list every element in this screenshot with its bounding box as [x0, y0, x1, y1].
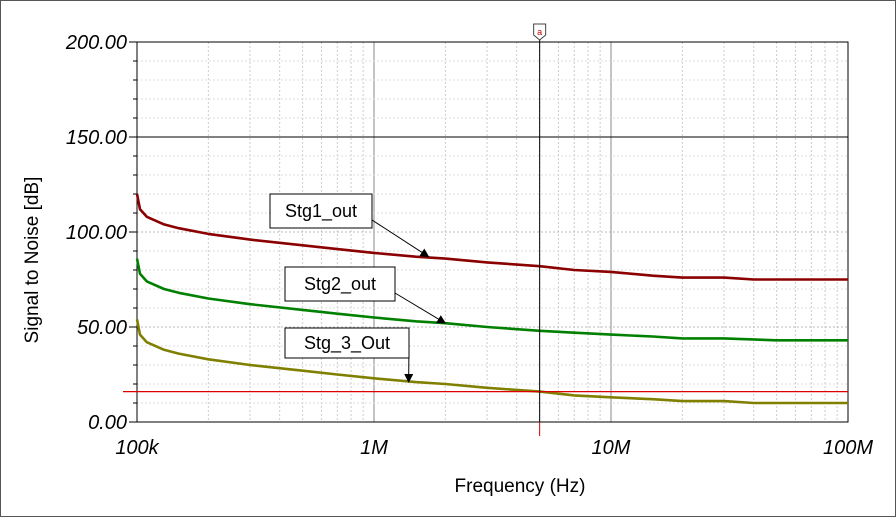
y-tick-label: 150.00 — [66, 127, 127, 149]
axes: 0.00 50.00 100.00 150.00 200.00 100k 1M 10M 100M — [65, 32, 874, 459]
cursor-marker-icon — [533, 23, 547, 41]
series-line — [135, 193, 848, 281]
callout-arrow — [394, 292, 447, 324]
y-tick-label: 200.00 — [65, 32, 127, 54]
x-tick-label: 10M — [592, 437, 631, 459]
y-tick-label: 0.00 — [88, 412, 127, 434]
y-tick-label: 100.00 — [66, 222, 127, 244]
x-axis-title: Frequency (Hz) — [455, 476, 586, 497]
callout-box — [284, 327, 410, 359]
series-line — [135, 319, 848, 405]
callout-box — [269, 193, 373, 229]
series-layer: a — [123, 23, 848, 436]
x-tick-label: 100M — [823, 437, 873, 459]
callout-box — [284, 266, 396, 302]
y-tick-label: 50.00 — [77, 317, 127, 339]
cursor-label: a — [537, 27, 542, 37]
callouts: Stg1_out Stg2_out Stg_3_Out — [269, 193, 447, 383]
series-label: Stg1_out — [285, 201, 357, 222]
series-line — [135, 258, 848, 342]
x-tick-label: 100k — [115, 437, 159, 459]
series-label: Stg2_out — [304, 274, 376, 295]
x-tick-label: 1M — [360, 437, 388, 459]
series-label: Stg_3_Out — [304, 333, 390, 354]
y-axis-title: Signal to Noise [dB] — [22, 177, 43, 344]
callout-arrow — [371, 219, 430, 258]
grid — [137, 42, 848, 422]
